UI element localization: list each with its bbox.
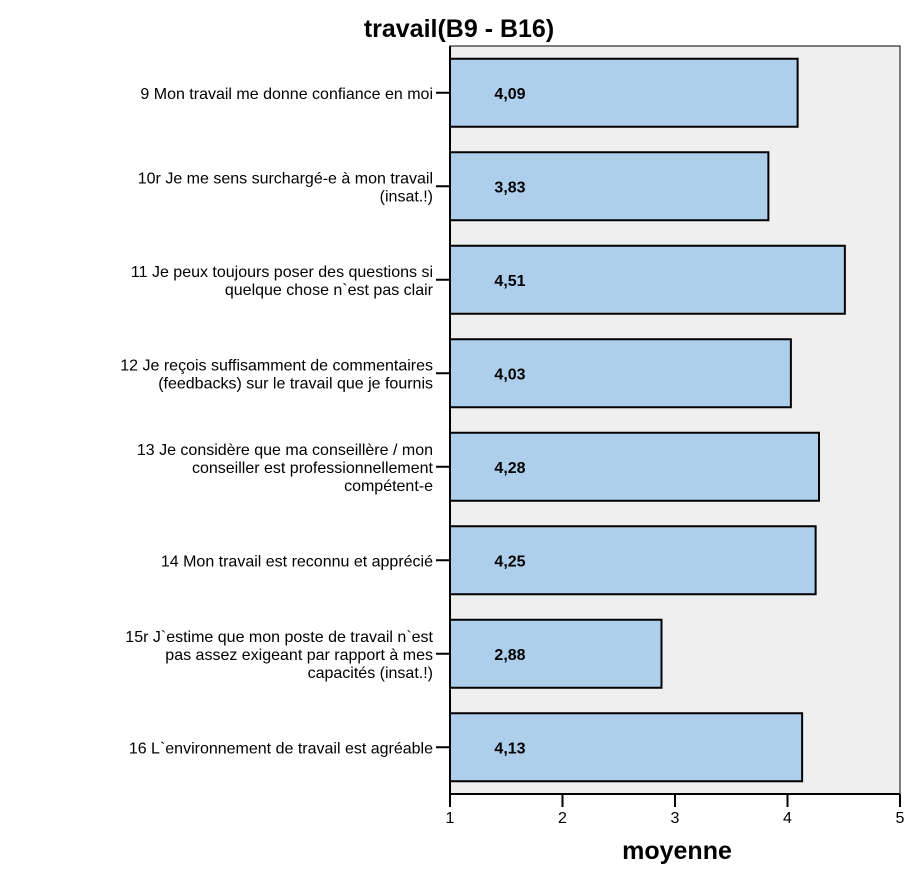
category-label-line: (insat.!) [380, 188, 433, 205]
bar-1 [449, 57, 799, 128]
category-label-line: 10r Je me sens surchargé-e à mon travail [138, 170, 433, 187]
data-label-1: 4,09 [494, 86, 525, 103]
bar-8 [449, 712, 804, 783]
category-label-line: 14 Mon travail est reconnu et apprécié [161, 553, 433, 570]
bars-layer: 4,09 3,83 4,51 4,03 4,28 4,25 2,88 4,13 [449, 57, 846, 783]
category-label-7: 15r J`estime que mon poste de travail n`… [125, 629, 433, 682]
x-tick-label-5: 5 [896, 810, 905, 827]
data-label-3: 4,51 [494, 273, 525, 290]
data-label-4: 4,03 [494, 366, 525, 383]
category-label-4: 12 Je reçois suffisamment de commentaire… [120, 357, 433, 392]
bar-7 [449, 618, 663, 689]
category-label-line: conseiller est professionnellement [192, 460, 434, 477]
category-label-2: 10r Je me sens surchargé-e à mon travail… [138, 170, 433, 205]
category-label-8: 16 L`environnement de travail est agréab… [129, 740, 433, 757]
category-label-5: 13 Je considère que ma conseillère / mon… [137, 442, 434, 495]
category-labels-layer: 9 Mon travail me donne confiance en moi 1… [120, 86, 450, 757]
x-tick-label-4: 4 [783, 810, 792, 827]
data-label-8: 4,13 [494, 740, 525, 757]
category-label-line: 11 Je peux toujours poser des questions … [131, 264, 433, 281]
x-tick-label-2: 2 [558, 810, 567, 827]
category-label-line: compétent-e [344, 478, 433, 495]
category-label-line: capacités (insat.!) [308, 665, 433, 682]
category-label-line: (feedbacks) sur le travail que je fourni… [158, 375, 433, 392]
x-tick-label-1: 1 [446, 810, 455, 827]
category-label-line: 15r J`estime que mon poste de travail n`… [125, 629, 433, 646]
bar-3 [449, 244, 846, 315]
data-label-6: 4,25 [494, 553, 525, 570]
data-label-5: 4,28 [494, 460, 525, 477]
category-label-line: quelque chose n`est pas clair [225, 282, 434, 299]
bar-4 [449, 338, 792, 409]
category-label-line: 13 Je considère que ma conseillère / mon [137, 442, 433, 459]
chart-title: travail(B9 - B16) [364, 15, 554, 43]
x-axis-title: moyenne [622, 837, 732, 865]
category-label-1: 9 Mon travail me donne confiance en moi [140, 86, 433, 103]
x-ticks-layer: 1 2 3 4 5 [446, 794, 905, 827]
category-label-3: 11 Je peux toujours poser des questions … [131, 264, 434, 299]
category-label-line: 16 L`environnement de travail est agréab… [129, 740, 433, 757]
bar-6 [449, 525, 817, 596]
data-label-7: 2,88 [494, 647, 525, 664]
category-label-line: pas assez exigeant par rapport à mes [165, 647, 433, 664]
data-label-2: 3,83 [494, 179, 525, 196]
bar-5 [449, 431, 820, 502]
x-tick-label-3: 3 [671, 810, 680, 827]
category-label-line: 12 Je reçois suffisamment de commentaire… [120, 357, 433, 374]
category-label-6: 14 Mon travail est reconnu et apprécié [161, 553, 433, 570]
category-label-line: 9 Mon travail me donne confiance en moi [140, 86, 433, 103]
